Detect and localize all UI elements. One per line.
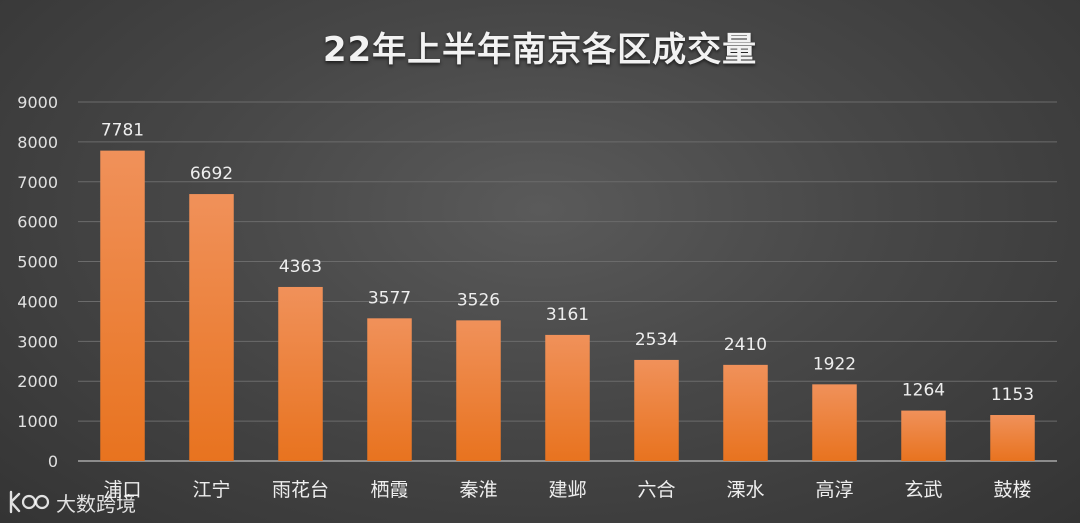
x-tick-label: 浦口 xyxy=(103,479,141,501)
y-tick-label: 4000 xyxy=(17,292,58,311)
data-label: 6692 xyxy=(190,164,233,184)
data-label: 1922 xyxy=(813,354,856,374)
data-labels: 7781 6692 4363 3577 3526 3161 2534 2410 1922 1264… xyxy=(101,121,1034,405)
x-tick-label: 鼓楼 xyxy=(993,479,1031,501)
x-tick-label: 溧水 xyxy=(726,479,764,501)
bar xyxy=(634,359,679,461)
data-label: 3526 xyxy=(457,290,500,310)
y-tick-label: 9000 xyxy=(17,93,58,112)
data-label: 2410 xyxy=(724,335,767,355)
y-tick-label: 7000 xyxy=(17,173,58,192)
y-tick-label: 5000 xyxy=(17,253,58,272)
data-label: 7781 xyxy=(101,121,144,141)
y-tick-label: 6000 xyxy=(17,213,58,232)
bar xyxy=(278,286,323,461)
bar xyxy=(545,334,590,461)
data-label: 2534 xyxy=(635,330,678,350)
x-axis-ticks: 浦口 江宁 雨花台 栖霞 秦淮 建邺 六合 溧水 高淳 玄武 鼓楼 xyxy=(103,479,1031,501)
watermark-text: 大数跨境 xyxy=(56,491,136,516)
bar xyxy=(100,150,145,461)
watermark: 大数跨境 xyxy=(8,488,136,516)
bar xyxy=(901,410,946,461)
x-tick-label: 栖霞 xyxy=(370,479,408,501)
y-tick-label: 1000 xyxy=(17,412,58,431)
y-tick-label: 2000 xyxy=(17,372,58,391)
data-label: 1264 xyxy=(902,381,945,401)
x-tick-label: 高淳 xyxy=(815,479,853,501)
y-axis-ticks: 0 1000 2000 3000 4000 5000 6000 7000 8000 9000 xyxy=(17,93,58,471)
x-tick-label: 玄武 xyxy=(904,479,942,501)
data-label: 1153 xyxy=(991,385,1034,405)
x-tick-label: 六合 xyxy=(637,479,675,501)
bar xyxy=(367,318,412,461)
bar xyxy=(723,364,768,461)
data-label: 3161 xyxy=(546,305,589,325)
bars xyxy=(100,150,1035,462)
x-tick-label: 雨花台 xyxy=(272,479,329,501)
y-tick-label: 0 xyxy=(48,452,58,471)
x-tick-label: 江宁 xyxy=(192,479,230,501)
data-label: 3577 xyxy=(368,288,411,308)
bar xyxy=(189,194,234,462)
x-tick-label: 秦淮 xyxy=(459,479,497,501)
brand-logo-icon xyxy=(9,490,50,514)
x-tick-label: 建邺 xyxy=(548,479,586,501)
bar xyxy=(990,415,1035,461)
y-tick-label: 3000 xyxy=(17,332,58,351)
chart-title: 22年上半年南京各区成交量 xyxy=(322,30,758,70)
bar xyxy=(812,384,857,461)
data-label: 4363 xyxy=(279,257,322,277)
y-tick-label: 8000 xyxy=(17,133,58,152)
bar xyxy=(456,320,501,461)
